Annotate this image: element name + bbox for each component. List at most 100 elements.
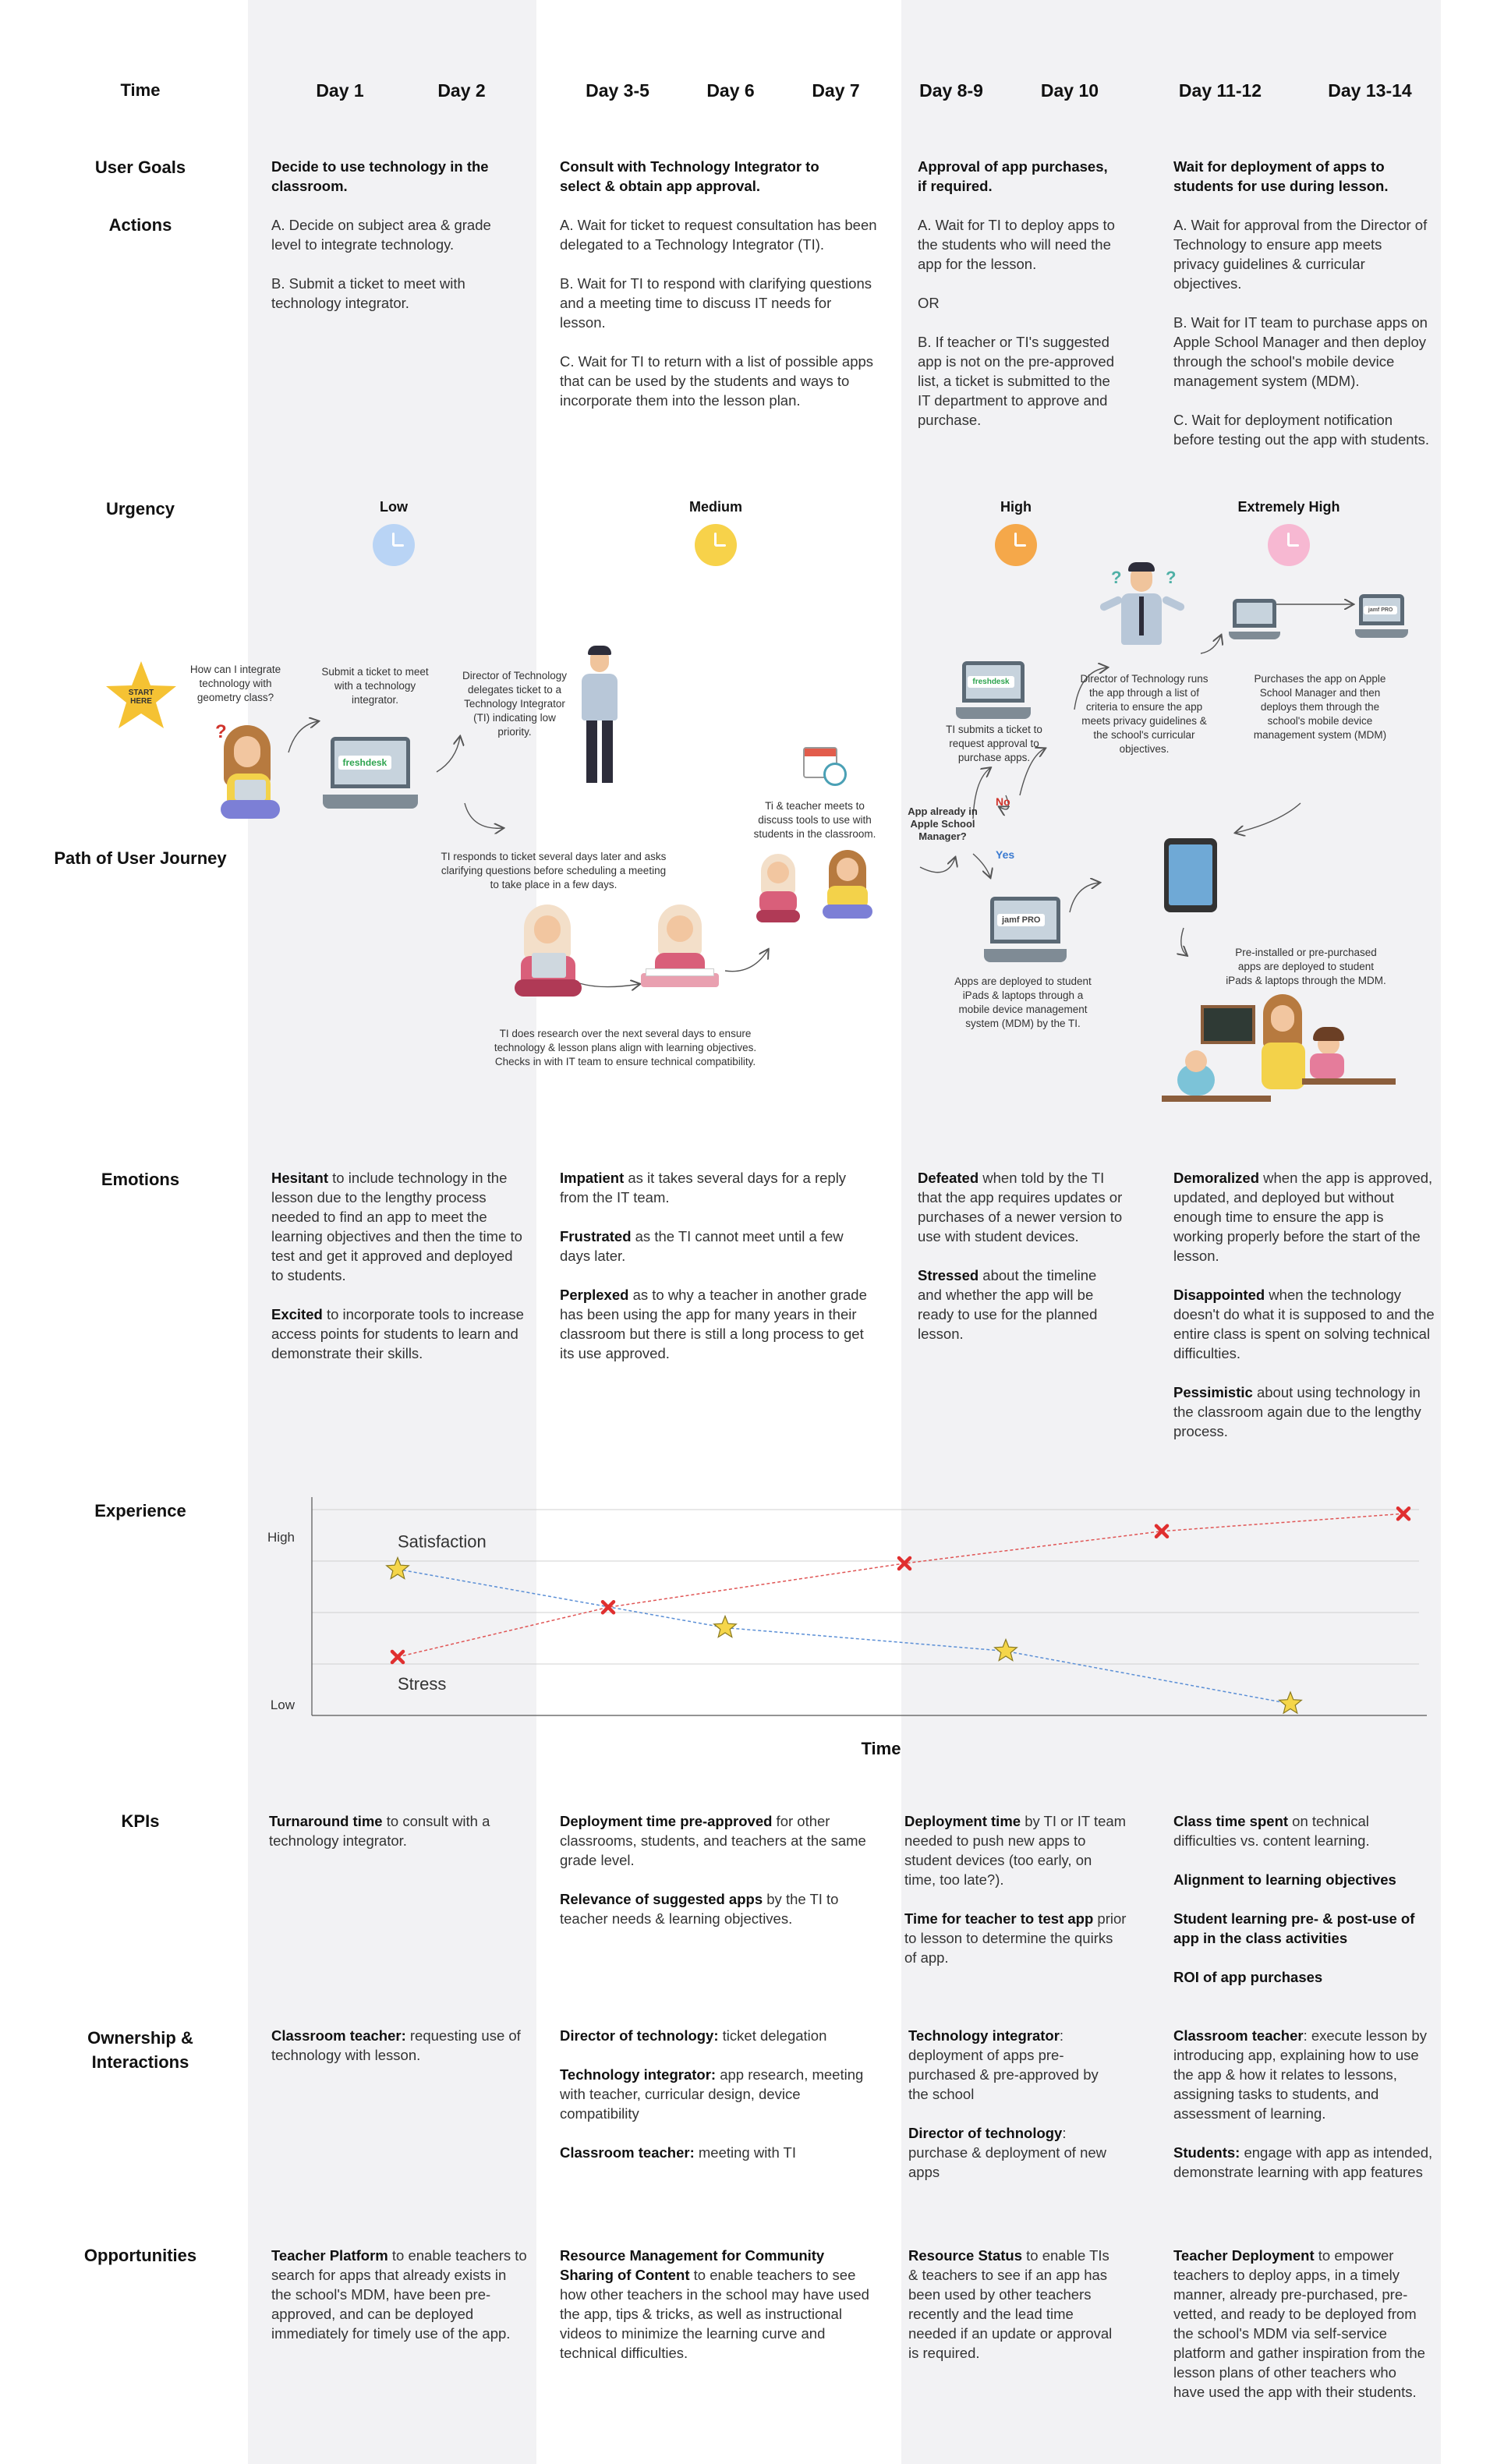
actions-col-1: A. Decide on subject area & grade level … <box>271 215 521 332</box>
y-tick-label-low: Low <box>271 1698 296 1712</box>
clock-icon <box>995 524 1037 566</box>
action-item: A. Wait for TI to deploy apps to the stu… <box>918 217 1115 272</box>
emotion-item: Perplexed as to why a teacher in another… <box>560 1287 867 1361</box>
emotion-item: Frustrated as the TI cannot meet until a… <box>560 1228 844 1264</box>
stress-point-x-icon <box>390 1649 405 1665</box>
opportunity-item: Teacher Platform to enable teachers to s… <box>271 2247 527 2342</box>
director-illustration <box>577 646 624 785</box>
row-label-kpis: KPIs <box>121 1811 160 1831</box>
emotion-item: Disappointed when the technology doesn't… <box>1173 1287 1435 1361</box>
kpi-item: Relevance of suggested apps by the TI to… <box>560 1891 839 1927</box>
day-label: Day 7 <box>812 80 860 101</box>
journey-ti-research-text: TI does research over the next several d… <box>494 1028 757 1067</box>
row-label-ownership: Ownership & Interactions <box>87 2028 193 2072</box>
kpi-item: Alignment to learning objectives <box>1173 1871 1396 1888</box>
emotions-col-3: Defeated when told by the TI that the ap… <box>918 1168 1124 1363</box>
emotions-col-1: Hesitant to include technology in the le… <box>271 1168 529 1382</box>
ownership-col-2: Director of technology: ticket delegatio… <box>560 2026 872 2182</box>
ownership-item: Classroom teacher: meeting with TI <box>560 2144 796 2161</box>
branch-no-label: No <box>996 795 1010 808</box>
urgency-label-medium: Medium <box>688 499 742 515</box>
row-label-experience: Experience <box>94 1501 186 1521</box>
action-item: A. Wait for ticket to request consultati… <box>560 217 877 253</box>
action-item: A. Wait for approval from the Director o… <box>1173 217 1428 292</box>
laptop-jamf-icon: jamf PRO <box>1355 594 1408 638</box>
journey-arrows <box>288 0 1497 1138</box>
experience-chart: High Low Time Satisfaction Stress <box>267 1497 1427 1758</box>
series-line-stress <box>397 1513 1404 1658</box>
teacher-meet-illustration <box>823 850 872 920</box>
journey-ticket-text: Submit a ticket to meet with a technolog… <box>321 666 429 706</box>
satisfaction-point-star-icon <box>385 1556 410 1580</box>
day-label: Day 3-5 <box>586 80 649 101</box>
satisfaction-point-star-icon <box>713 1614 738 1638</box>
day-label: Day 10 <box>1040 80 1099 101</box>
question-mark-icon: ? <box>215 721 227 742</box>
opportunity-item: Resource Management for Community Sharin… <box>560 2247 869 2361</box>
actions-col-2: A. Wait for ticket to request consultati… <box>560 215 879 430</box>
journey-purchases-text: Purchases the app on Apple School Manage… <box>1253 673 1387 741</box>
day-label: Day 1 <box>316 80 364 101</box>
emotion-item: Demoralized when the app is approved, up… <box>1173 1170 1433 1264</box>
kpi-item: Time for teacher to test app prior to le… <box>904 1910 1127 1966</box>
teacher-question: How can I integrate technology with geom… <box>189 664 281 703</box>
question-mark-icon: ? <box>1111 568 1122 587</box>
journey-meet-text: Ti & teacher meets to discuss tools to u… <box>753 800 876 840</box>
laptop-freshdesk-icon: freshdesk <box>956 661 1031 719</box>
phase-band-1 <box>248 0 536 2464</box>
day-label: Day 8-9 <box>919 80 983 101</box>
opportunities-col-4: Teacher Deployment to empower teachers t… <box>1173 2246 1431 2421</box>
row-label-opportunities: Opportunities <box>83 2246 197 2265</box>
laptop-jamf-icon: jamf PRO <box>984 897 1067 962</box>
kpi-item: Turnaround time to consult with a techno… <box>269 1813 490 1849</box>
clock-icon <box>695 524 737 566</box>
phase-band-4 <box>1121 0 1441 2464</box>
day-label: Day 6 <box>706 80 755 101</box>
urgency-label-low: Low <box>380 499 408 515</box>
ownership-item: Director of technology: ticket delegatio… <box>560 2027 827 2044</box>
journey-ti-responds-text: TI responds to ticket several days later… <box>441 851 667 890</box>
ownership-item: Technology integrator: deployment of app… <box>908 2027 1099 2102</box>
opportunities-col-1: Teacher Platform to enable teachers to s… <box>271 2246 529 2363</box>
kpi-item: ROI of app purchases <box>1173 1969 1323 1985</box>
emotion-item: Stressed about the timeline and whether … <box>918 1267 1098 1342</box>
kpis-col-2: Deployment time pre-approved for other c… <box>560 1811 872 1948</box>
action-item: C. Wait for TI to return with a list of … <box>560 353 874 409</box>
row-label-path: Path of User Journey <box>54 848 227 868</box>
actions-col-4: A. Wait for approval from the Director o… <box>1173 215 1431 469</box>
kpi-item: Class time spent on technical difficulti… <box>1173 1813 1370 1849</box>
satisfaction-point-star-icon <box>993 1637 1018 1662</box>
ownership-item: Classroom teacher: requesting use of tec… <box>271 2027 521 2063</box>
row-label-actions: Actions <box>108 215 172 235</box>
tablet-icon <box>1164 838 1217 912</box>
director-question-illustration <box>1099 562 1186 653</box>
action-item: A. Decide on subject area & grade level … <box>271 217 491 253</box>
row-label-time: Time <box>120 80 161 100</box>
journey-ti-ticket-text: TI submits a ticket to request approval … <box>946 724 1042 763</box>
x-axis-label: Time <box>862 1739 901 1758</box>
emotion-item: Hesitant to include technology in the le… <box>271 1170 522 1283</box>
ownership-item: Students: engage with app as intended, d… <box>1173 2144 1433 2180</box>
goal-3: Approval of app purchases, if required. <box>918 158 1108 194</box>
kpi-item: Deployment time pre-approved for other c… <box>560 1813 866 1868</box>
urgency-label-high: High <box>1000 499 1032 515</box>
branch-yes-label: Yes <box>996 848 1015 861</box>
clock-small-icon <box>823 763 847 786</box>
ti-meet-illustration <box>756 854 800 924</box>
opportunity-item: Resource Status to enable TIs & teachers… <box>908 2247 1113 2361</box>
journey-deployed-text: Apps are deployed to student iPads & lap… <box>954 975 1092 1029</box>
y-tick-label-high: High <box>267 1530 295 1545</box>
action-item: B. Wait for IT team to purchase apps on … <box>1173 314 1428 389</box>
emotions-col-4: Demoralized when the app is approved, up… <box>1173 1168 1435 1460</box>
row-label-emotions: Emotions <box>101 1170 180 1189</box>
ownership-col-4: Classroom teacher: execute lesson by int… <box>1173 2026 1435 2201</box>
action-item: B. Wait for TI to respond with clarifyin… <box>560 275 872 331</box>
journey-director-text: Director of Technology delegates ticket … <box>462 670 568 738</box>
journey-dir-runs-text: Director of Technology runs the app thro… <box>1080 673 1209 755</box>
action-item: OR <box>918 295 940 311</box>
kpis-col-4: Class time spent on technical difficulti… <box>1173 1811 1435 2006</box>
opportunities-col-3: Resource Status to enable TIs & teachers… <box>908 2246 1119 2382</box>
day-label: Day 13-14 <box>1328 80 1412 101</box>
question-mark-icon: ? <box>1166 568 1177 587</box>
series-label-satisfaction: Satisfaction <box>398 1532 487 1552</box>
